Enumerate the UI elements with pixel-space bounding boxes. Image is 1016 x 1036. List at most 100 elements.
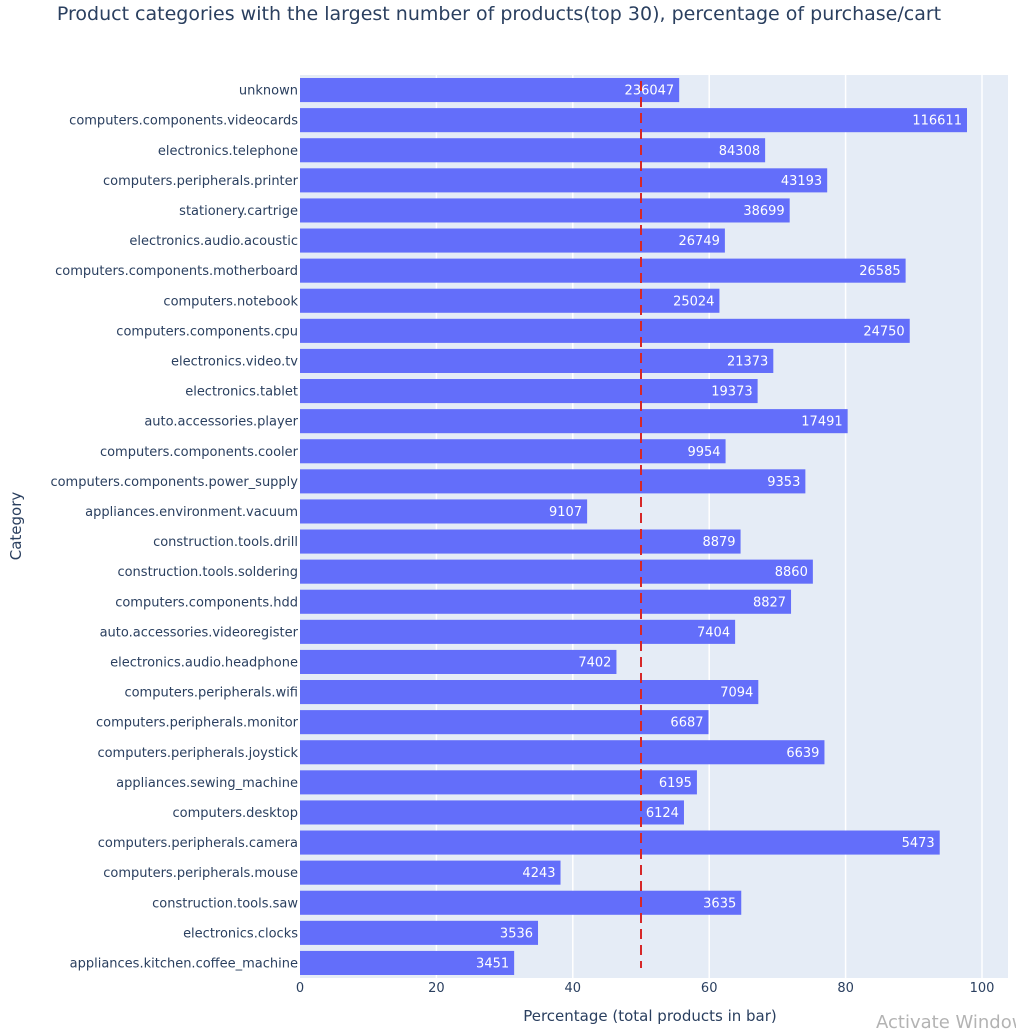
bar (300, 288, 720, 313)
bar-value-label: 9954 (687, 445, 720, 460)
bar-value-label: 26585 (859, 264, 900, 279)
bar-value-label: 8827 (753, 595, 786, 610)
bars (300, 78, 967, 975)
bar (300, 318, 910, 343)
bar (300, 589, 792, 614)
bar-value-label: 6687 (670, 716, 703, 731)
category-label: auto.accessories.player (144, 415, 298, 430)
bar (300, 138, 766, 163)
bar (300, 800, 684, 825)
category-labels: unknown computers.components.videocards el… (50, 84, 298, 972)
category-label: computers.peripherals.joystick (97, 746, 298, 761)
category-label: stationery.cartrige (179, 204, 298, 219)
category-label: computers.components.cpu (116, 324, 298, 339)
bar (300, 198, 790, 223)
bar (300, 559, 813, 584)
x-tick-label: 60 (701, 981, 718, 996)
bar-value-label: 38699 (743, 204, 784, 219)
bar-value-labels: 236047 116611 84308 43193 38699 26749 26585 250… (476, 84, 962, 972)
category-label: construction.tools.soldering (117, 565, 298, 580)
category-label: unknown (239, 84, 298, 99)
bar-value-label: 26749 (679, 234, 720, 249)
x-tick-label: 0 (296, 981, 304, 996)
bar-value-label: 8860 (775, 565, 808, 580)
category-label: computers.peripherals.wifi (124, 686, 298, 701)
bar (300, 78, 680, 103)
bar-value-label: 6195 (659, 776, 692, 791)
bar-value-label: 8879 (702, 535, 735, 550)
category-label: electronics.telephone (158, 144, 298, 159)
bar-value-label: 3635 (703, 896, 736, 911)
category-label: computers.components.cooler (100, 445, 299, 460)
plot-background (300, 75, 1008, 978)
bar-value-label: 236047 (625, 84, 675, 99)
activate-windows-watermark: Activate Windows (876, 1012, 1016, 1033)
bar-value-label: 43193 (781, 174, 822, 189)
bar (300, 830, 940, 855)
bar (300, 770, 697, 795)
category-label: appliances.sewing_machine (116, 776, 298, 791)
x-axis-title: Percentage (total products in bar) (523, 1007, 777, 1025)
category-label: computers.components.power_supply (50, 475, 298, 490)
bar (300, 890, 742, 915)
bar (300, 740, 825, 765)
bar (300, 529, 741, 554)
category-label: electronics.tablet (185, 385, 298, 400)
bar-value-label: 9353 (767, 475, 800, 490)
bar (300, 258, 906, 283)
x-tick-label: 100 (970, 981, 995, 996)
bar-value-label: 6639 (786, 746, 819, 761)
y-axis-title: Category (7, 492, 25, 561)
bar-value-label: 7404 (697, 625, 730, 640)
bar (300, 228, 725, 253)
bar (300, 680, 759, 705)
bar (300, 379, 758, 404)
bar (300, 710, 709, 735)
bar (300, 950, 515, 975)
bar-value-label: 24750 (863, 324, 904, 339)
chart-title: Product categories with the largest numb… (57, 3, 941, 25)
category-label: auto.accessories.videoregister (100, 625, 299, 640)
bar (300, 619, 736, 644)
bar-value-label: 19373 (711, 385, 752, 400)
bar (300, 649, 617, 674)
bar-value-label: 116611 (912, 114, 962, 129)
bar-value-label: 7094 (720, 686, 753, 701)
category-label: computers.components.videocards (69, 114, 298, 129)
category-label: construction.tools.saw (152, 896, 298, 911)
bar (300, 439, 726, 464)
bar (300, 108, 967, 133)
bar (300, 409, 848, 434)
category-label: computers.peripherals.mouse (103, 866, 298, 881)
category-label: computers.notebook (163, 294, 298, 309)
bar-value-label: 3451 (476, 956, 509, 971)
bar-value-label: 7402 (578, 655, 611, 670)
category-label: computers.peripherals.printer (103, 174, 299, 189)
category-label: appliances.environment.vacuum (85, 505, 298, 520)
bar-value-label: 6124 (646, 806, 679, 821)
category-label: electronics.video.tv (171, 354, 298, 369)
bar-value-label: 25024 (673, 294, 714, 309)
category-label: appliances.kitchen.coffee_machine (70, 956, 298, 971)
bar-value-label: 21373 (727, 354, 768, 369)
bar (300, 920, 539, 945)
category-label: computers.peripherals.monitor (96, 716, 299, 731)
category-label: computers.desktop (173, 806, 298, 821)
bar (300, 168, 828, 193)
bar (300, 469, 806, 494)
category-label: computers.components.motherboard (55, 264, 298, 279)
bar (300, 499, 588, 524)
category-label: electronics.audio.acoustic (129, 234, 298, 249)
bar-value-label: 5473 (902, 836, 935, 851)
bar-value-label: 3536 (500, 926, 533, 941)
x-axis-ticks: 0 20 40 60 80 100 (296, 981, 995, 996)
category-label: electronics.clocks (183, 926, 298, 941)
category-label: computers.components.hdd (115, 595, 298, 610)
x-tick-label: 40 (565, 981, 582, 996)
bar (300, 348, 774, 373)
gridlines (435, 75, 983, 978)
category-label: computers.peripherals.camera (98, 836, 298, 851)
category-label: electronics.audio.headphone (110, 655, 298, 670)
x-tick-label: 80 (837, 981, 854, 996)
